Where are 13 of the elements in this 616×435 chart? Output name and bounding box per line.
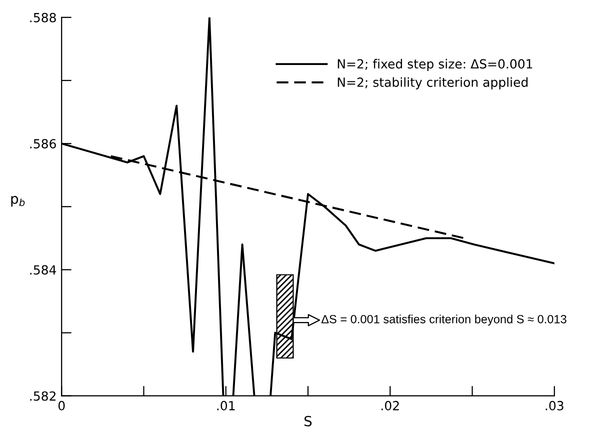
x-tick-label: .01: [217, 400, 235, 410]
legend-label: N=2; stability criterion applied: [338, 77, 528, 90]
x-axis-title: S: [304, 416, 312, 426]
x-tick-label: 0: [58, 400, 65, 410]
y-axis-title: p$_{b}$: [11, 196, 25, 207]
legend-label: N=2; fixed step size: ΔS=0.001: [338, 58, 532, 72]
annotation: ΔS = 0.001 satisfies criterion beyond S ≈ 0.013: [321, 314, 566, 326]
y-tick-label: .586: [30, 139, 56, 148]
x-tick-label: .03: [546, 400, 564, 410]
y-tick-label: .584: [30, 265, 56, 275]
x-tick-label: .02: [382, 400, 399, 410]
y-tick-label: .582: [30, 391, 56, 401]
y-tick-label: .588: [30, 12, 56, 22]
